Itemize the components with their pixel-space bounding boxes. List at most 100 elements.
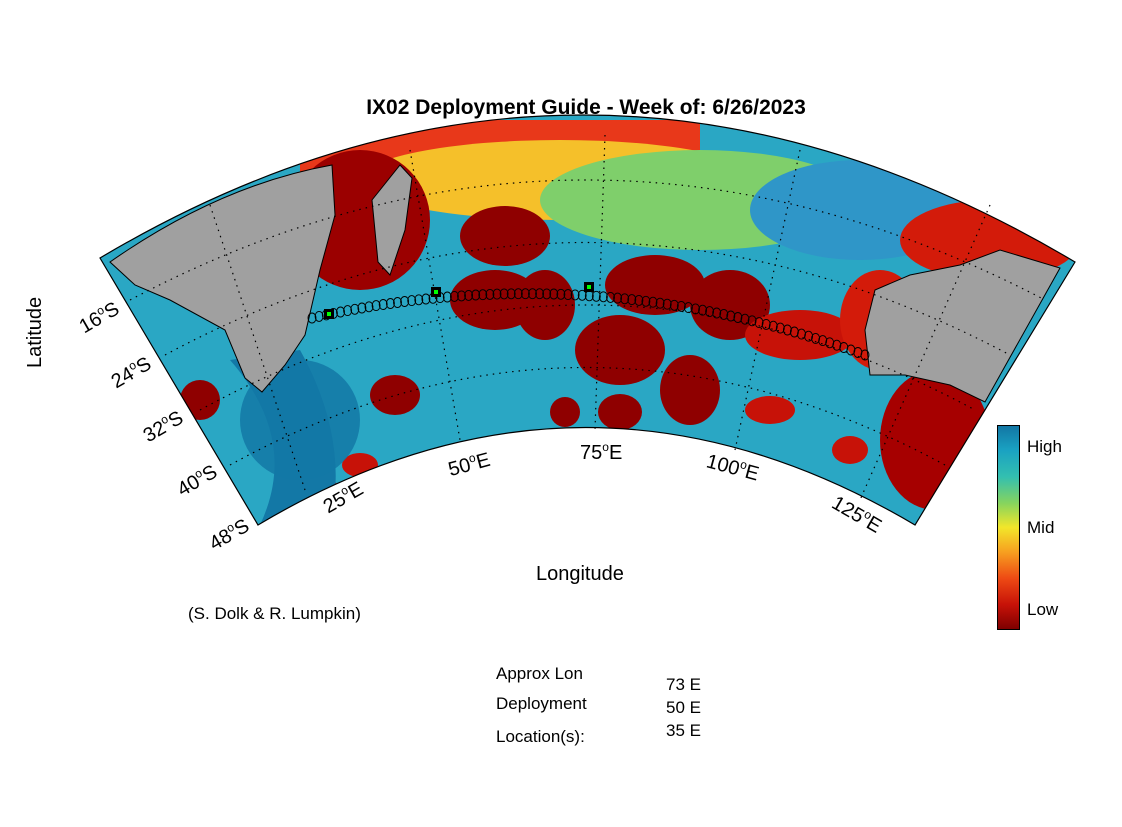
route-point — [499, 288, 509, 300]
route-point — [740, 313, 750, 325]
route-point — [627, 294, 637, 306]
route-point — [846, 344, 856, 356]
route-point — [506, 288, 516, 300]
route-point — [669, 299, 679, 311]
route-point — [492, 288, 502, 300]
route-point — [598, 291, 608, 303]
route-point — [563, 289, 573, 301]
route-point — [655, 297, 665, 309]
y-axis-label: Latitude — [24, 296, 46, 368]
credit-text: (S. Dolk & R. Lumpkin) — [188, 604, 361, 623]
colorbar — [997, 425, 1020, 630]
route-point — [449, 290, 459, 302]
route-point — [591, 290, 601, 302]
route-point — [528, 288, 537, 300]
blob-4 — [605, 255, 705, 315]
route-point — [726, 310, 736, 322]
route-point — [371, 300, 381, 312]
route-point — [407, 295, 417, 307]
route-point — [314, 310, 324, 322]
route-point — [549, 288, 559, 300]
route-dots — [307, 288, 870, 361]
colorbar-label-high: High — [1027, 437, 1062, 456]
madagascar-land — [371, 164, 413, 276]
deployment-markers — [324, 282, 594, 319]
route-point — [442, 291, 452, 303]
route-point — [485, 288, 495, 300]
chart-title: IX02 Deployment Guide - Week of: 6/26/20… — [366, 96, 806, 119]
route-point — [676, 300, 686, 312]
route-point — [364, 301, 374, 313]
map-frame — [99, 114, 1076, 526]
deployment-label-line3: Location(s): — [496, 727, 585, 746]
route-point — [818, 335, 828, 347]
blob-3 — [515, 270, 575, 340]
route-point — [357, 302, 367, 314]
blob-8 — [745, 310, 855, 360]
blob-5 — [575, 315, 665, 385]
route-point — [613, 292, 623, 304]
route-point — [761, 318, 771, 330]
route-point — [520, 288, 530, 300]
route-point — [733, 312, 743, 323]
route-point — [719, 308, 729, 320]
route-point — [832, 339, 842, 351]
route-point — [641, 295, 651, 307]
x-axis-label: Longitude — [536, 563, 624, 585]
route-point — [570, 289, 580, 301]
blob-12 — [745, 396, 795, 424]
deployment-label-line1: Approx Lon — [496, 664, 583, 683]
route-point — [811, 332, 821, 344]
route-point — [336, 306, 345, 318]
blob-1 — [460, 206, 550, 266]
sw-low — [180, 380, 220, 420]
route-point — [535, 288, 545, 300]
route-point — [797, 328, 806, 340]
route-point — [804, 330, 814, 342]
route-point — [620, 293, 630, 305]
route-point — [414, 294, 424, 306]
route-point — [385, 298, 395, 309]
route-point — [307, 312, 317, 324]
route-point — [471, 289, 481, 301]
route-point — [421, 293, 431, 305]
route-point — [464, 289, 474, 301]
deployment-value-1: 73 E — [666, 675, 701, 694]
route-point — [782, 324, 792, 336]
route-point — [556, 288, 566, 300]
route-point — [634, 294, 644, 306]
route-point — [393, 297, 402, 308]
route-point — [705, 306, 715, 318]
deployment-values: 73 E 50 E 35 E — [666, 673, 701, 742]
route-point — [683, 302, 693, 314]
route-point — [350, 303, 360, 315]
colorbar-label-low: Low — [1027, 600, 1059, 619]
route-point — [754, 317, 764, 329]
route-point — [768, 320, 778, 332]
blob-7 — [660, 355, 720, 425]
route-point — [606, 291, 615, 303]
route-point — [648, 296, 658, 308]
route-point — [662, 298, 672, 310]
route-point — [513, 288, 523, 300]
route-point — [825, 337, 835, 349]
blob-13 — [832, 436, 868, 464]
route-point — [343, 305, 353, 317]
deployment-value-2: 50 E — [666, 698, 701, 717]
blob-9 — [370, 375, 420, 415]
deployment-label: Approx Lon Deployment Location(s): — [496, 662, 587, 752]
route-point — [457, 290, 466, 302]
route-point — [400, 296, 410, 307]
deployment-label-line2: Deployment — [496, 694, 587, 713]
route-point — [577, 289, 587, 301]
lon-tick-75: 75oE — [580, 440, 623, 464]
deployment-value-3: 35 E — [666, 721, 701, 740]
route-point — [691, 303, 700, 315]
deploy-marker-50e-core — [434, 290, 438, 294]
sw-high-2 — [240, 360, 360, 480]
route-point — [378, 299, 388, 310]
route-point — [853, 347, 863, 358]
route-point — [775, 322, 785, 334]
route-point — [542, 288, 552, 300]
